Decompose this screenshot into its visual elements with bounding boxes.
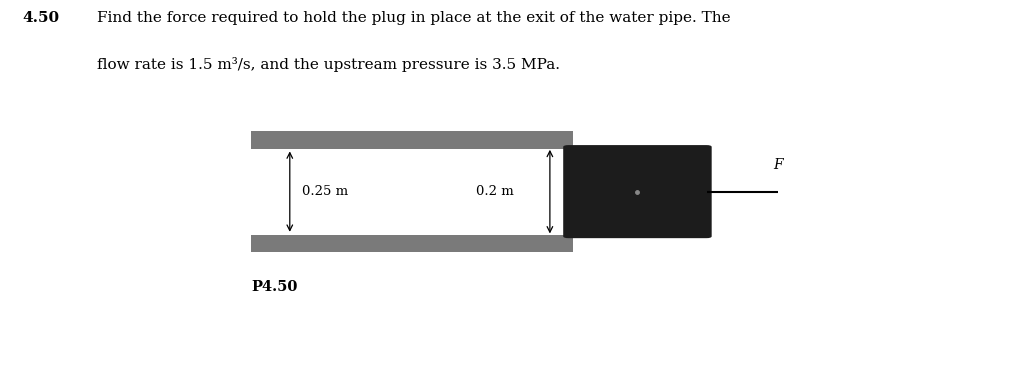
Text: 4.50: 4.50 [23, 11, 59, 25]
Text: Find the force required to hold the plug in place at the exit of the water pipe.: Find the force required to hold the plug… [97, 11, 731, 25]
Bar [251, 131, 573, 149]
Text: flow rate is 1.5 m³/s, and the upstream pressure is 3.5 MPa.: flow rate is 1.5 m³/s, and the upstream … [97, 57, 560, 72]
Bar [251, 235, 573, 252]
FancyBboxPatch shape [563, 145, 712, 238]
Text: 0.25 m: 0.25 m [302, 185, 348, 198]
Text: 0.2 m: 0.2 m [476, 185, 514, 198]
Text: P4.50: P4.50 [251, 280, 297, 293]
Text: F: F [773, 158, 782, 172]
